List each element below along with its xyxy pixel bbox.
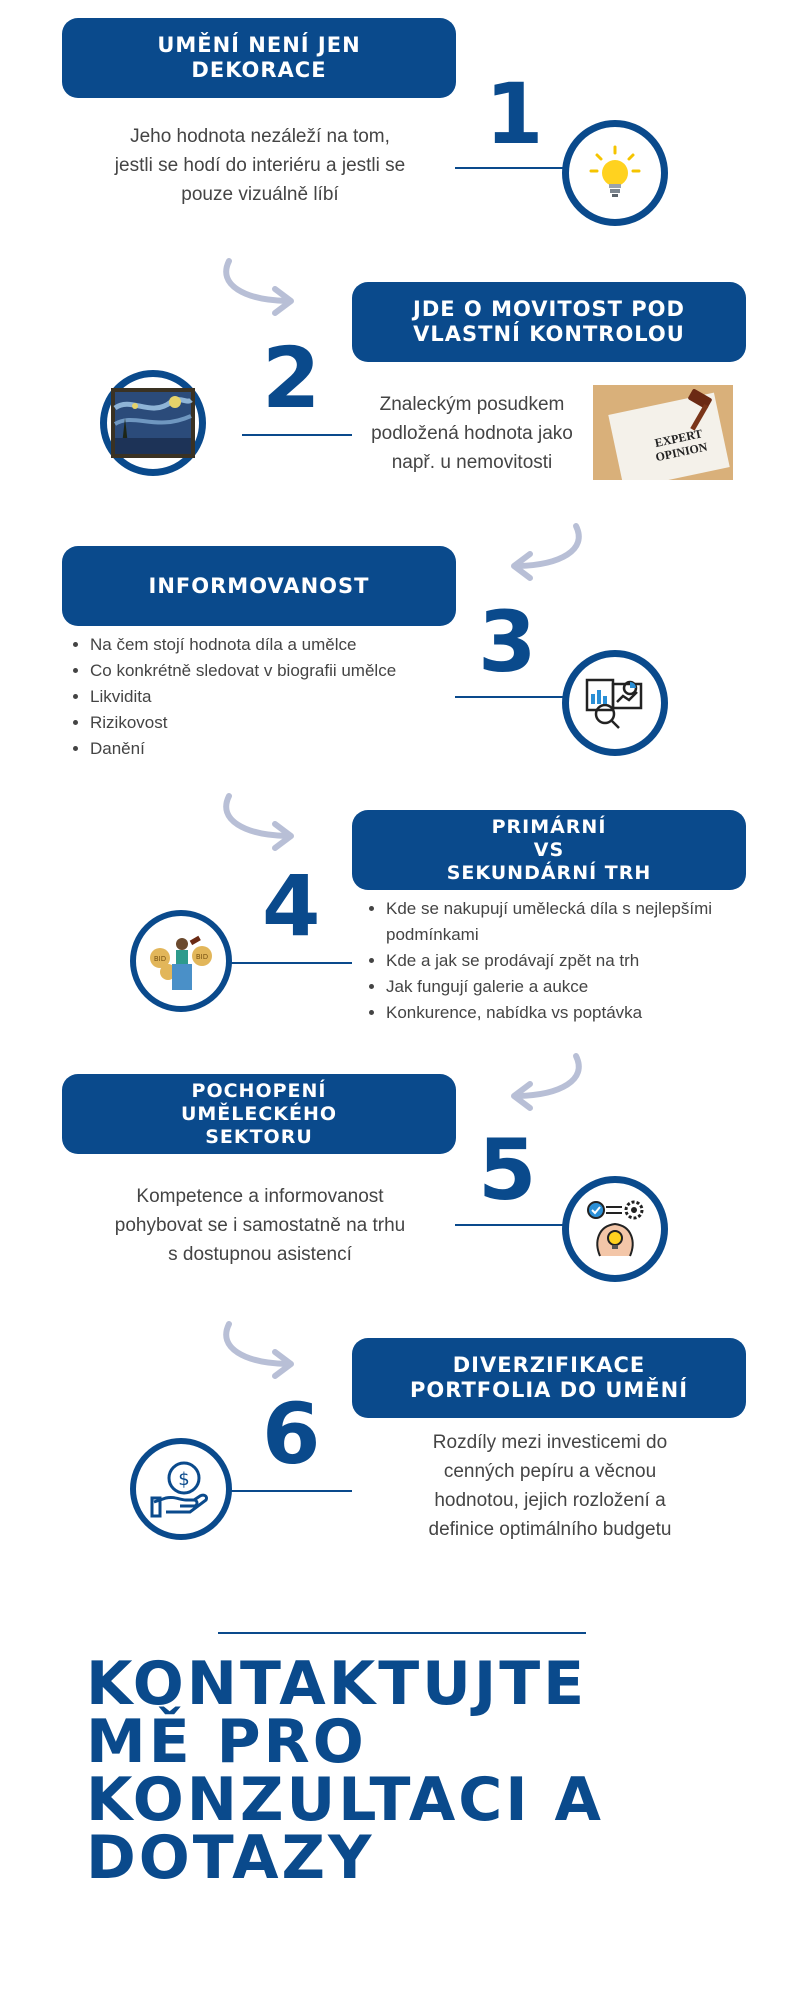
section-3-bullets: Na čem stojí hodnota díla a umělce Co ko… <box>62 632 510 762</box>
section-5-description: Kompetence a informovanost pohybovat se … <box>114 1186 406 1265</box>
gavel-icon <box>688 389 712 431</box>
lightbulb-icon <box>589 145 641 197</box>
bid-label: BID <box>196 953 208 961</box>
list-item: Na čem stojí hodnota díla a umělce <box>90 632 510 658</box>
section-4-bullets: Kde se nakupují umělecká díla s nejlepší… <box>358 896 786 1026</box>
section-6-number: 6 <box>262 1385 321 1483</box>
section-4-title: PRIMÁRNÍ VS SEKUNDÁRNÍ TRH <box>352 810 746 890</box>
list-item: Co konkrétně sledovat v biografii umělce <box>90 658 510 684</box>
list-item: Rizikovost <box>90 710 510 736</box>
section-2-description: Znaleckým posudkem podložená hodnota jak… <box>371 394 573 473</box>
section-2-title: JDE O MOVITOST POD VLASTNÍ KONTROLOU <box>352 282 746 362</box>
auction-icon: BID BID <box>150 935 212 990</box>
curved-arrow-icon <box>511 523 582 581</box>
section-6-connector <box>228 1490 352 1492</box>
section-1-connector <box>455 167 568 169</box>
svg-text:$: $ <box>178 1469 189 1490</box>
investment-hand-icon: $ <box>150 1461 208 1518</box>
curved-arrow-icon <box>223 1321 294 1379</box>
expert-opinion-image: EXPERT OPINION <box>593 385 733 480</box>
list-item: Kde a jak se prodávají zpět na trh <box>386 948 786 974</box>
section-1-number: 1 <box>485 65 544 163</box>
section-2-number: 2 <box>262 329 321 427</box>
section-1-description: Jeho hodnota nezáleží na tom, jestli se … <box>114 126 406 205</box>
list-item: Kde se nakupují umělecká díla s nejlepší… <box>386 896 786 948</box>
section-2-icon-circle <box>100 370 206 476</box>
section-3-connector <box>455 696 568 698</box>
contact-heading: KONTAKTUJTE MĚ PRO KONZULTACI A DOTAZY <box>86 1649 604 1893</box>
section-6-title: DIVERZIFIKACE PORTFOLIA DO UMĚNÍ <box>352 1338 746 1418</box>
strategy-icon <box>587 1200 644 1257</box>
bid-label: BID <box>154 955 166 963</box>
analytics-icon <box>585 678 643 729</box>
contact-divider <box>218 1632 586 1634</box>
section-3-icon-circle <box>562 650 668 756</box>
painting-icon <box>111 388 195 458</box>
section-3-title: INFORMOVANOST <box>62 546 456 626</box>
section-4-number: 4 <box>262 857 321 955</box>
section-1-title: UMĚNÍ NENÍ JEN DEKORACE <box>62 18 456 98</box>
list-item: Konkurence, nabídka vs poptávka <box>386 1000 786 1026</box>
section-6-icon-circle: $ <box>130 1438 232 1540</box>
section-3-number: 3 <box>478 593 537 691</box>
section-5-title: POCHOPENÍ UMĚLECKÉHO SEKTORU <box>62 1074 456 1154</box>
list-item: Likvidita <box>90 684 510 710</box>
section-6-description: Rozdíly mezi investicemi do cenných pepí… <box>428 1432 672 1540</box>
section-2-connector <box>242 434 352 436</box>
section-5-icon-circle <box>562 1176 668 1282</box>
section-5-number: 5 <box>478 1121 537 1219</box>
curved-arrow-icon <box>511 1053 582 1111</box>
section-4-connector <box>228 962 352 964</box>
curved-arrow-icon <box>223 793 294 851</box>
section-1-icon-circle <box>562 120 668 226</box>
curved-arrow-icon <box>223 258 294 316</box>
list-item: Danění <box>90 736 510 762</box>
section-5-connector <box>455 1224 568 1226</box>
section-4-icon-circle: BID BID <box>130 910 232 1012</box>
list-item: Jak fungují galerie a aukce <box>386 974 786 1000</box>
